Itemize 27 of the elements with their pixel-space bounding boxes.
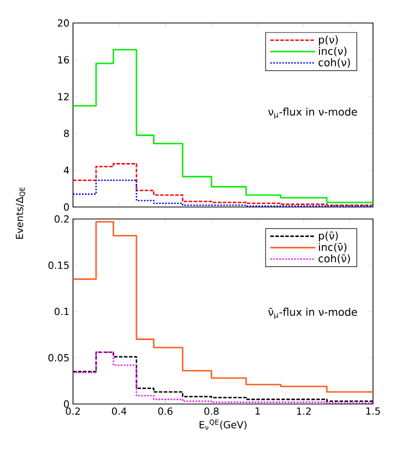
x-tick-label: 0.4 [112, 407, 126, 415]
y-tick-label: 0.05 [48, 354, 69, 362]
y-tick-label: 4 [64, 166, 70, 174]
y-tick-label: 0.15 [48, 262, 69, 269]
annotation: ν$_{μ}$-flux in ν-mode [268, 108, 358, 119]
x-axis-title: E$_{ν}$$^{QE}$(GeV) [200, 420, 246, 430]
x-tick-label: 0.8 [204, 407, 219, 415]
legend-label: coh(ν̄) [318, 254, 350, 264]
y-tick-label: 0.1 [54, 308, 69, 316]
x-tick-label: 1 [256, 407, 260, 415]
y-tick-label: 0.2 [54, 215, 69, 223]
annotation: ν̄$_{μ}$-flux in ν-mode [268, 308, 358, 319]
y-axis-title: Events/Δ$_{QE}$ [16, 187, 26, 239]
x-tick-label: 0.6 [158, 407, 172, 415]
y-tick-label: 20 [58, 19, 69, 27]
legend-label: inc(ν) [319, 46, 346, 56]
y-tick-label: 8 [64, 130, 69, 138]
y-tick-label: 0 [64, 400, 69, 408]
y-tick-label: 16 [58, 56, 69, 64]
legend-label: coh(ν) [318, 58, 350, 68]
legend-label: p(ν) [318, 35, 338, 46]
y-tick-label: 0 [64, 203, 69, 211]
y-tick-label: 12 [58, 92, 69, 100]
x-tick-label: 1.2 [297, 407, 311, 415]
legend-label: inc(ν̄) [319, 242, 346, 252]
x-tick-label: 1.5 [366, 407, 380, 415]
legend-label: p(ν̄) [318, 232, 338, 242]
